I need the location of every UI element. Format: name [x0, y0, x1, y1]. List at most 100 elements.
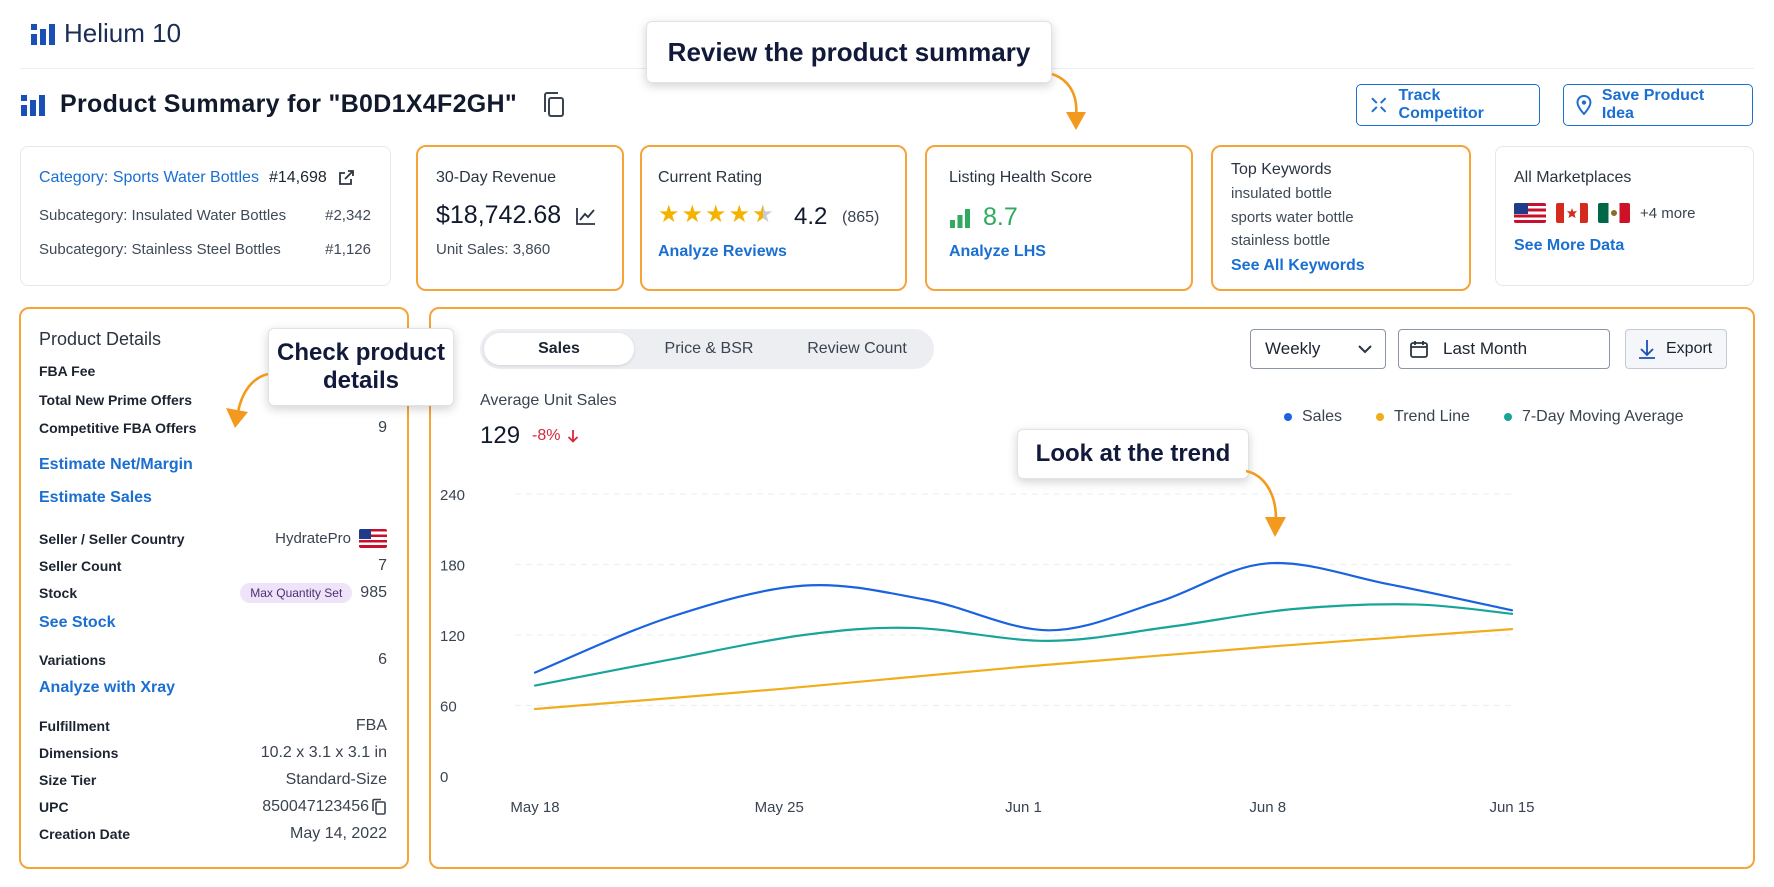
revenue-card: 30-Day Revenue $18,742.68 Unit Sales: 3,…: [416, 145, 624, 291]
interval-select[interactable]: Weekly: [1250, 329, 1386, 369]
rating-count: (865): [842, 209, 880, 226]
revenue-title: 30-Day Revenue: [436, 169, 557, 186]
analyze-reviews-link[interactable]: Analyze Reviews: [658, 243, 787, 260]
variations-label: Variations: [39, 652, 106, 668]
star-icon: ★: [681, 201, 704, 228]
creation-date-label: Creation Date: [39, 826, 131, 842]
page-title-row: Product Summary for "B0D1X4F2GH": [20, 90, 567, 119]
seller-count-label: Seller Count: [39, 558, 122, 574]
subcategory-2: Subcategory: Stainless Steel Bottles: [39, 241, 281, 258]
lhs-score: 8.7: [983, 203, 1018, 231]
export-label: Export: [1666, 340, 1713, 357]
interval-value: Weekly: [1265, 339, 1321, 358]
calendar-icon: [1410, 341, 1428, 358]
crosshair-icon: [1371, 97, 1387, 113]
rating-value: 4.2: [794, 203, 828, 230]
upc-value: 850047123456: [262, 798, 369, 815]
metric-change: -8%: [532, 427, 561, 444]
copy-icon[interactable]: [371, 798, 387, 816]
estimate-sales-link[interactable]: Estimate Sales: [39, 489, 152, 506]
us-flag-icon[interactable]: [1514, 203, 1546, 223]
chart-tabs: Sales Price & BSR Review Count: [480, 329, 934, 369]
series-line-moving_avg: [533, 603, 1514, 687]
chart-legend: Sales Trend Line 7-Day Moving Average: [1284, 408, 1684, 426]
callout-review-summary: Review the product summary: [646, 21, 1052, 83]
fba-offers-value: 9: [378, 419, 387, 436]
callout-check-details: Check product details: [268, 328, 454, 406]
location-pin-icon: [1576, 95, 1592, 115]
fulfillment-label: Fulfillment: [39, 718, 110, 734]
arrow-down-icon: [567, 430, 578, 443]
more-marketplaces[interactable]: +4 more: [1640, 204, 1696, 222]
category-rank: #14,698: [268, 169, 327, 186]
seller-label: Seller / Seller Country: [39, 530, 185, 547]
see-stock-link[interactable]: See Stock: [39, 614, 116, 631]
see-all-keywords-link[interactable]: See All Keywords: [1231, 257, 1365, 274]
half-star-icon: ★★: [752, 201, 774, 228]
copy-icon[interactable]: [541, 91, 567, 119]
external-link-icon[interactable]: [337, 169, 355, 187]
seller-count-value: 7: [378, 557, 387, 574]
x-tick-label: May 25: [755, 799, 804, 816]
track-competitor-label: Track Competitor: [1398, 87, 1484, 122]
estimate-margin-link[interactable]: Estimate Net/Margin: [39, 456, 193, 473]
y-tick-label: 120: [440, 628, 465, 645]
variations-value: 6: [378, 651, 387, 668]
sales-line-chart[interactable]: 0 60 120 180 240 May 18 May 25 Jun 1 Jun 8 Jun 15: [440, 470, 1740, 850]
y-tick-label: 240: [440, 487, 465, 504]
revenue-value: $18,742.68: [436, 201, 562, 229]
trend-chart-icon[interactable]: [575, 206, 597, 226]
canada-flag-icon[interactable]: [1556, 203, 1588, 223]
size-tier-label: Size Tier: [39, 772, 97, 788]
keyword-item: sports water bottle: [1231, 209, 1354, 226]
legend-trend-line[interactable]: Trend Line: [1376, 408, 1470, 426]
keywords-card: Top Keywords insulated bottle sports wat…: [1211, 145, 1471, 291]
keyword-item: insulated bottle: [1231, 185, 1332, 202]
prime-offers-label: Total New Prime Offers: [39, 392, 193, 408]
subcategory-1-rank: #2,342: [325, 207, 371, 224]
page-title: Product Summary for "B0D1X4F2GH": [60, 90, 518, 118]
subcategory-1: Subcategory: Insulated Water Bottles: [39, 207, 287, 224]
star-icon: ★: [705, 201, 727, 228]
seller-value[interactable]: HydratePro: [275, 530, 351, 547]
rating-card: Current Rating ★ ★ ★ ★ ★★ 4.2 (865) Anal…: [640, 145, 907, 291]
analyze-xray-link[interactable]: Analyze with Xray: [39, 679, 176, 696]
marketplaces-card: All Marketplaces +4 more See More Data: [1495, 146, 1754, 286]
legend-dot-icon: [1284, 413, 1292, 421]
tab-review-count[interactable]: Review Count: [807, 340, 907, 357]
callout-look-trend: Look at the trend: [1017, 429, 1249, 479]
tab-price-bsr[interactable]: Price & BSR: [664, 340, 754, 357]
lhs-card: Listing Health Score 8.7 Analyze LHS: [925, 145, 1193, 291]
unit-sales: Unit Sales: 3,860: [436, 241, 551, 258]
export-button[interactable]: Export: [1625, 329, 1727, 369]
max-quantity-badge: Max Quantity Set: [240, 583, 353, 603]
date-range-picker[interactable]: Last Month: [1398, 329, 1610, 369]
stock-value: 985: [360, 584, 387, 601]
logo[interactable]: Helium 10: [30, 18, 181, 49]
product-chart-icon: [21, 94, 45, 116]
see-more-data-link[interactable]: See More Data: [1514, 237, 1625, 254]
metric-value: 129: [480, 422, 521, 449]
star-icon: ★: [658, 201, 680, 228]
save-product-idea-button[interactable]: Save Product Idea: [1563, 84, 1753, 126]
creation-date-value: May 14, 2022: [290, 825, 387, 842]
category-link[interactable]: Category: Sports Water Bottles: [39, 169, 259, 186]
fulfillment-value: FBA: [355, 717, 387, 734]
x-tick-label: Jun 15: [1489, 799, 1534, 816]
legend-sales[interactable]: Sales: [1284, 408, 1342, 426]
analyze-lhs-link[interactable]: Analyze LHS: [949, 243, 1046, 260]
legend-moving-average[interactable]: 7-Day Moving Average: [1503, 408, 1684, 426]
mexico-flag-icon[interactable]: [1598, 203, 1630, 223]
us-flag-icon: [359, 529, 387, 548]
fba-fee-label: FBA Fee: [39, 363, 96, 379]
series-line-sales: [533, 561, 1514, 674]
x-tick-label: Jun 8: [1249, 799, 1286, 816]
save-product-idea-label: Save Product Idea: [1601, 87, 1705, 122]
callout-arrow-icon: [226, 372, 269, 428]
tab-sales[interactable]: Sales: [484, 333, 634, 365]
product-details-title: Product Details: [39, 329, 162, 349]
track-competitor-button[interactable]: Track Competitor: [1356, 84, 1540, 126]
category-card: Category: Sports Water Bottles #14,698 S…: [20, 146, 391, 286]
logo-text: Helium 10: [64, 18, 182, 48]
rating-stars: ★ ★ ★ ★ ★★: [658, 203, 774, 227]
